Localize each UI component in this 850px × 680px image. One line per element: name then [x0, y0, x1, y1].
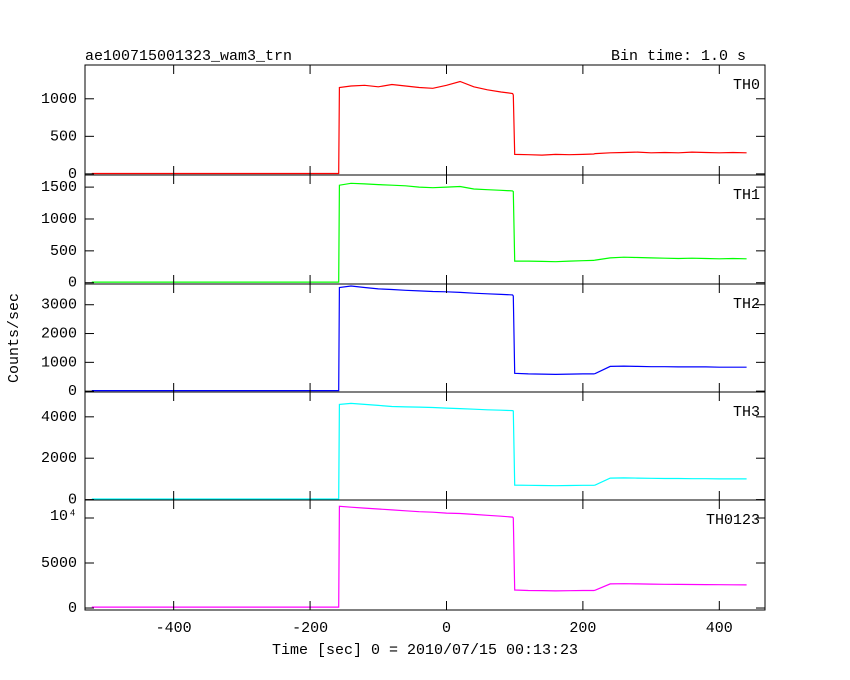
data-line — [91, 80, 747, 175]
y-axis-label: Counts/sec — [6, 293, 23, 383]
y-tick-label: 1000 — [41, 91, 77, 108]
y-tick-label: 0 — [68, 492, 77, 509]
x-tick-label: 200 — [569, 620, 596, 637]
y-tick-label: 2000 — [41, 450, 77, 467]
y-tick-label: 1500 — [41, 179, 77, 196]
y-tick-label: 0 — [68, 275, 77, 292]
y-tick-label: 0 — [68, 600, 77, 617]
data-line — [91, 402, 747, 500]
y-tick-label: 0 — [68, 166, 77, 183]
x-axis-label: Time [sec] 0 = 2010/07/15 00:13:23 — [272, 642, 578, 659]
x-tick-label: -200 — [292, 620, 328, 637]
x-tick-label: 0 — [442, 620, 451, 637]
y-tick-label: 500 — [50, 243, 77, 260]
panel-frame — [84, 499, 766, 611]
data-line — [91, 505, 747, 608]
series-label: TH3 — [733, 404, 760, 421]
series-label: TH1 — [733, 187, 760, 204]
series-label: TH0123 — [706, 512, 760, 529]
y-tick-label: 1000 — [41, 211, 77, 228]
y-tick-label: 1000 — [41, 354, 77, 371]
chart-title: ae100715001323_wam3_trn — [85, 48, 292, 65]
y-tick-label: 10⁴ — [50, 508, 77, 525]
y-tick-label: 0 — [68, 383, 77, 400]
y-tick-label: 4000 — [41, 409, 77, 426]
y-tick-label: 500 — [50, 128, 77, 145]
bin-time: Bin time: 1.0 s — [611, 48, 746, 65]
y-tick-label: 2000 — [41, 326, 77, 343]
x-tick-label: 400 — [706, 620, 733, 637]
x-tick-label: -400 — [156, 620, 192, 637]
series-label: TH0 — [733, 77, 760, 94]
y-tick-label: 5000 — [41, 555, 77, 572]
data-line — [91, 182, 747, 283]
data-line — [91, 285, 747, 392]
series-label: TH2 — [733, 296, 760, 313]
y-tick-label: 3000 — [41, 297, 77, 314]
